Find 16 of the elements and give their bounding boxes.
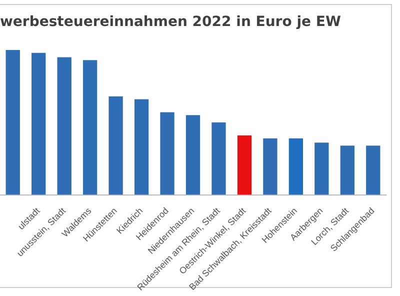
bar bbox=[366, 146, 380, 195]
chart-title: werbesteuereinnahmen 2022 in Euro je EW bbox=[0, 14, 341, 30]
bar bbox=[288, 138, 304, 195]
bar bbox=[314, 142, 329, 195]
bar bbox=[237, 135, 252, 195]
bar bbox=[186, 115, 200, 195]
bar bbox=[134, 99, 149, 195]
bar bbox=[263, 138, 278, 195]
bar bbox=[160, 112, 174, 195]
bar bbox=[340, 146, 354, 195]
bar bbox=[212, 122, 226, 195]
bar bbox=[6, 50, 20, 195]
bar bbox=[82, 60, 98, 195]
bar bbox=[57, 57, 72, 195]
bar bbox=[32, 52, 46, 195]
bar bbox=[108, 96, 123, 195]
